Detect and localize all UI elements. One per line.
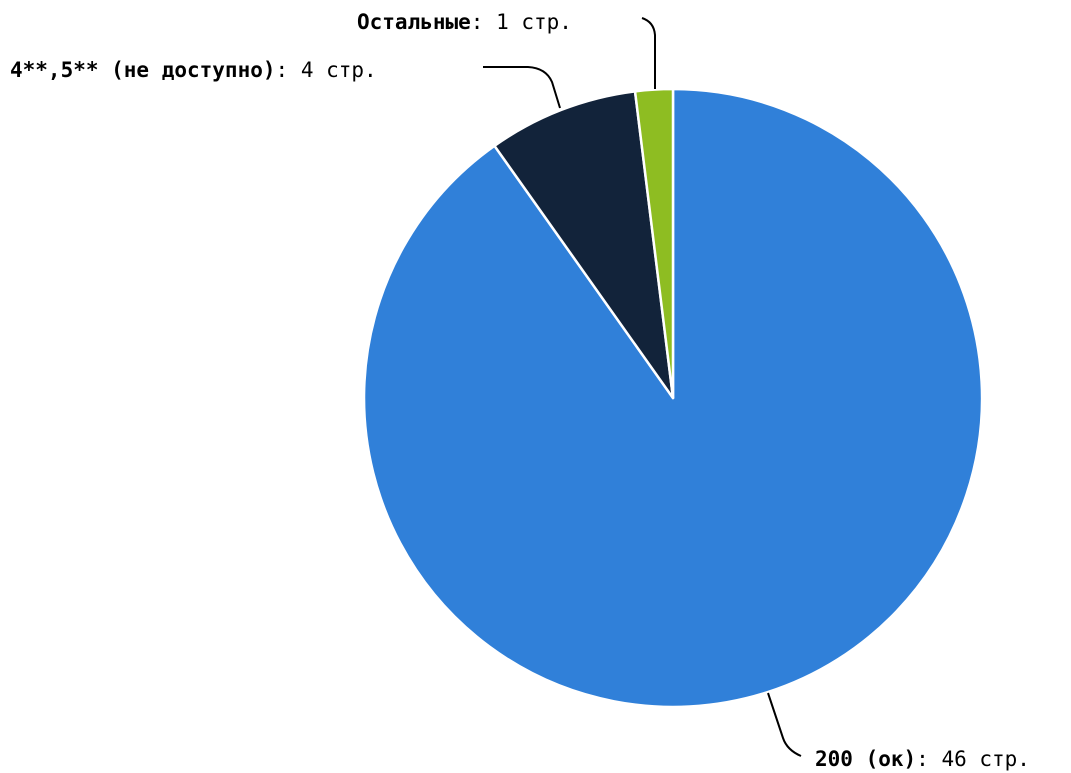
leader-line-other <box>641 17 656 89</box>
slice-label-200-ok: 200 (ок): 46 стр. <box>815 747 1030 771</box>
pie-slice-other <box>633 87 675 400</box>
slice-label-4xx-5xx: 4**,5** (не доступно): 4 стр. <box>10 58 377 82</box>
pie-slices <box>362 87 984 709</box>
leader-line-4xx-5xx <box>483 66 561 109</box>
pie-slice-4xx-5xx <box>493 90 675 400</box>
leader-line-200-ok <box>767 692 802 757</box>
slice-label-other: Остальные: 1 стр. <box>357 10 572 34</box>
